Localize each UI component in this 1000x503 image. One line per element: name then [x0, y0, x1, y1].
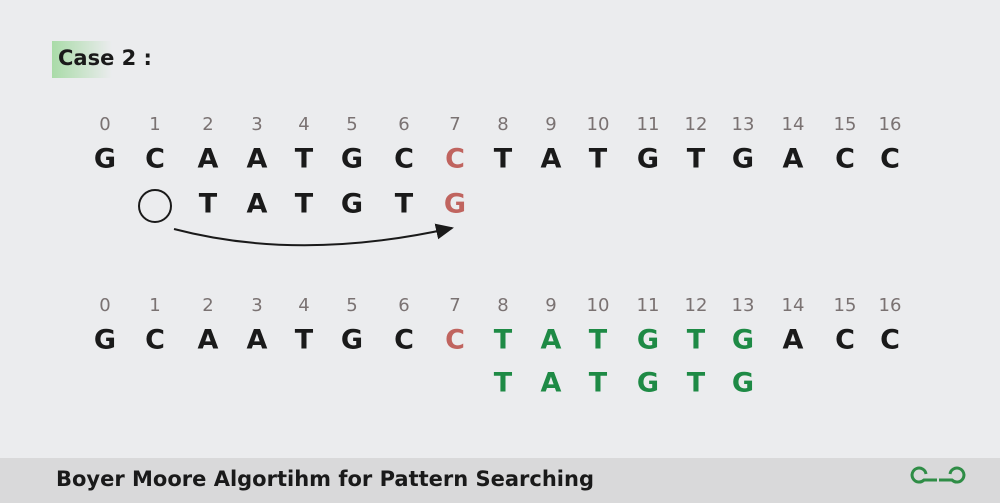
index: 8	[497, 114, 508, 135]
text-char: C	[145, 325, 165, 356]
index: 12	[685, 295, 708, 316]
index: 4	[298, 295, 309, 316]
text-char: A	[198, 144, 219, 175]
index: 15	[834, 114, 857, 135]
text-char: A	[247, 325, 268, 356]
text-char: C	[835, 325, 855, 356]
index: 6	[398, 295, 409, 316]
index: 11	[637, 114, 660, 135]
text-char: G	[94, 144, 116, 175]
text-char: C	[145, 144, 165, 175]
index: 16	[879, 295, 902, 316]
logo	[910, 466, 966, 484]
footer-bar	[0, 458, 1000, 503]
case-label: Case 2 :	[58, 46, 152, 70]
text-char: G	[732, 325, 754, 356]
index: 16	[879, 114, 902, 135]
index: 10	[587, 114, 610, 135]
index: 3	[251, 114, 262, 135]
text-char: G	[637, 144, 659, 175]
text-char: G	[732, 144, 754, 175]
index: 2	[202, 114, 213, 135]
pattern-char: G	[444, 189, 466, 220]
index: 1	[149, 295, 160, 316]
index: 0	[99, 295, 110, 316]
text-char: G	[94, 325, 116, 356]
text-char: T	[295, 325, 314, 356]
pattern-char: A	[247, 189, 268, 220]
pattern-char: G	[732, 368, 754, 399]
index: 9	[545, 295, 556, 316]
text-char: T	[687, 144, 706, 175]
pattern-char: G	[341, 189, 363, 220]
empty-slot	[138, 189, 172, 223]
text-char: T	[687, 325, 706, 356]
index: 5	[346, 114, 357, 135]
text-char: T	[494, 325, 513, 356]
text-char: T	[589, 144, 608, 175]
text-char: A	[541, 144, 562, 175]
index: 9	[545, 114, 556, 135]
index: 3	[251, 295, 262, 316]
index: 15	[834, 295, 857, 316]
text-char: C	[835, 144, 855, 175]
index: 14	[782, 114, 805, 135]
shift-arrow	[173, 223, 454, 247]
index: 1	[149, 114, 160, 135]
index: 13	[732, 114, 755, 135]
text-char: T	[589, 325, 608, 356]
index: 7	[449, 114, 460, 135]
index: 14	[782, 295, 805, 316]
label-highlight	[52, 41, 112, 78]
index: 8	[497, 295, 508, 316]
index: 11	[637, 295, 660, 316]
text-char: C	[394, 144, 414, 175]
text-char: G	[341, 144, 363, 175]
pattern-char: T	[589, 368, 608, 399]
pattern-char: T	[295, 189, 314, 220]
pattern-char: T	[395, 189, 414, 220]
index: 6	[398, 114, 409, 135]
text-char: T	[295, 144, 314, 175]
pattern-char: A	[541, 368, 562, 399]
index: 4	[298, 114, 309, 135]
text-char: C	[880, 144, 900, 175]
text-char: C	[445, 144, 465, 175]
text-char: C	[445, 325, 465, 356]
index: 12	[685, 114, 708, 135]
pattern-char: T	[494, 368, 513, 399]
text-char: G	[341, 325, 363, 356]
text-char: C	[394, 325, 414, 356]
footer-title: Boyer Moore Algortihm for Pattern Search…	[56, 467, 594, 491]
text-char: A	[198, 325, 219, 356]
text-char: G	[637, 325, 659, 356]
index: 2	[202, 295, 213, 316]
pattern-char: G	[637, 368, 659, 399]
text-char: A	[783, 144, 804, 175]
index: 0	[99, 114, 110, 135]
text-char: C	[880, 325, 900, 356]
text-char: T	[494, 144, 513, 175]
index: 5	[346, 295, 357, 316]
index: 13	[732, 295, 755, 316]
index: 7	[449, 295, 460, 316]
text-char: A	[541, 325, 562, 356]
pattern-char: T	[199, 189, 218, 220]
pattern-char: T	[687, 368, 706, 399]
text-char: A	[247, 144, 268, 175]
text-char: A	[783, 325, 804, 356]
index: 10	[587, 295, 610, 316]
